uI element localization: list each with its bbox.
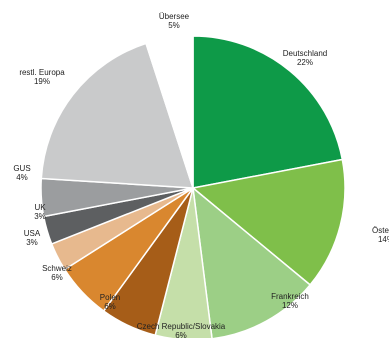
pct-polen: 6% xyxy=(104,302,116,311)
label-restl-europa: restl. Europa xyxy=(19,68,65,77)
label-deutschland: Deutschland xyxy=(283,49,327,58)
label-ubersee: Übersee xyxy=(159,12,190,21)
label-polen: Polen xyxy=(100,293,120,302)
label-uk: UK xyxy=(34,203,46,212)
pct-schweiz: 6% xyxy=(51,273,63,282)
pct-gus: 4% xyxy=(16,173,28,182)
pct-uk: 3% xyxy=(34,212,46,221)
slice-deutschland xyxy=(192,35,344,189)
pct-deutschland: 22% xyxy=(297,58,313,67)
label-gus: GUS xyxy=(13,164,30,173)
pct-osterreich: 14% xyxy=(378,235,389,244)
slice-ubersee xyxy=(145,35,194,189)
label-frankreich: Frankreich xyxy=(271,292,309,301)
pct-ubersee: 5% xyxy=(168,21,180,30)
label-czech-republic-slovakia: Czech Republic/Slovakia xyxy=(137,322,226,331)
label-usa: USA xyxy=(24,229,41,238)
pie-slices xyxy=(40,35,346,338)
label-osterreich: Österreich xyxy=(372,226,389,235)
pct-restl-europa: 19% xyxy=(34,77,50,86)
slice-restl-europa xyxy=(40,42,195,189)
slice-osterreich xyxy=(191,158,346,286)
pct-frankreich: 12% xyxy=(282,301,298,310)
pct-czech-republic-slovakia: 6% xyxy=(175,331,187,338)
label-schweiz: Schweiz xyxy=(42,264,72,273)
pct-usa: 3% xyxy=(26,238,38,247)
